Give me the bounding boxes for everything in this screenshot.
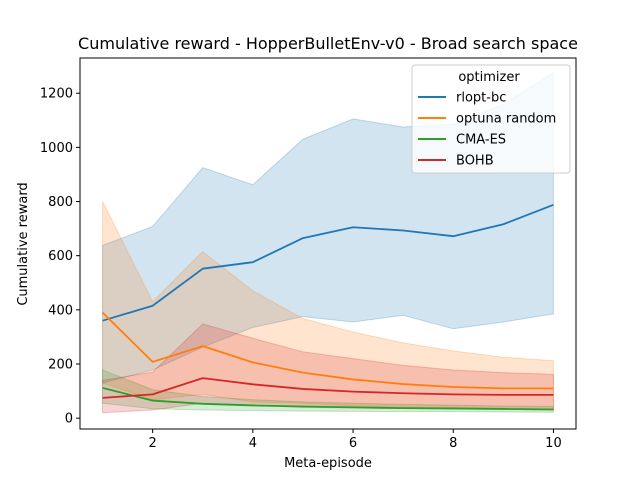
confidence-band-1 — [102, 201, 554, 411]
chart-title: Cumulative reward - HopperBulletEnv-v0 -… — [78, 34, 578, 53]
series-line-2 — [102, 386, 554, 411]
y-tick-label: 1200 — [40, 87, 73, 102]
y-tick-label: 400 — [48, 303, 73, 318]
legend: optimizer rlopt-bc optuna random CMA-ES BOH… — [411, 64, 571, 174]
y-tick-label: 1000 — [40, 141, 73, 156]
y-axis-ticks: 0 200 400 600 800 1000 1200 — [40, 87, 80, 427]
x-tick-label: 10 — [545, 436, 562, 451]
y-tick-label: 0 — [65, 412, 73, 427]
series-line-1 — [101, 311, 554, 390]
y-tick-label: 800 — [48, 195, 73, 210]
legend-box — [411, 64, 571, 174]
x-axis-ticks: 2 4 6 8 10 — [149, 429, 562, 451]
x-tick-label: 6 — [349, 436, 357, 451]
legend-label-0: rlopt-bc — [456, 91, 506, 106]
series-line-0 — [102, 203, 554, 322]
legend-label-3: BOHB — [456, 154, 494, 169]
x-tick-label: 8 — [449, 436, 457, 451]
series-line-3 — [102, 377, 554, 399]
series-lines — [101, 203, 554, 411]
y-axis-label: Cumulative reward — [16, 182, 31, 305]
plot-frame — [79, 57, 577, 430]
x-tick-label: 4 — [249, 436, 257, 451]
confidence-band-2 — [102, 369, 554, 413]
y-tick-label: 600 — [48, 249, 73, 264]
legend-label-1: optuna random — [456, 112, 556, 127]
legend-title: optimizer — [458, 70, 520, 85]
x-tick-label: 2 — [149, 436, 157, 451]
legend-label-2: CMA-ES — [456, 133, 506, 148]
y-tick-label: 200 — [48, 358, 73, 373]
x-axis-label: Meta-episode — [284, 456, 372, 471]
